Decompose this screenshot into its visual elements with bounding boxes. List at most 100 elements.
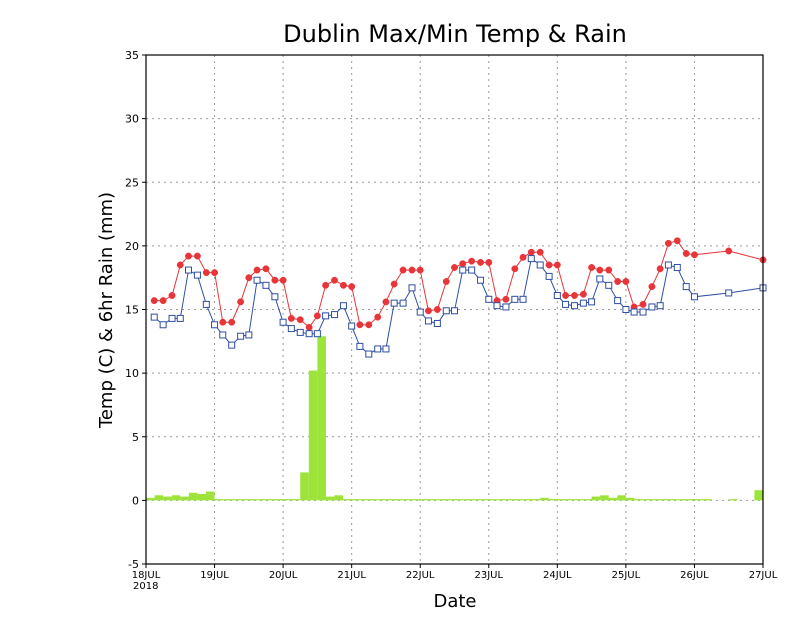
rain-bar (317, 336, 326, 501)
x-tick-label: 24JUL (543, 570, 572, 581)
min-temp-point (690, 293, 698, 301)
rain-bar (540, 497, 549, 501)
rain-bar (146, 497, 155, 501)
rain-bars (146, 336, 763, 501)
y-tick-label: 15 (125, 304, 139, 317)
y-tick-label: 5 (132, 431, 139, 444)
min-temp-point (477, 276, 485, 284)
max-temp-point (356, 321, 364, 329)
min-temp-point (614, 297, 622, 305)
rain-bar (694, 499, 704, 501)
max-temp-point (374, 313, 382, 321)
max-temp-point (485, 258, 493, 266)
rain-bar (360, 499, 369, 501)
min-temp-point (219, 331, 227, 339)
max-temp-point (579, 290, 587, 298)
min-temp-point (527, 255, 535, 263)
min-temp-point (639, 308, 647, 316)
rain-bar (300, 472, 309, 501)
min-temp-point (408, 284, 416, 292)
rain-bar (574, 499, 584, 501)
max-temp-point (271, 276, 279, 284)
max-temp-point (622, 278, 630, 285)
min-temp-point (545, 272, 553, 280)
min-temp-point (262, 281, 270, 289)
min-temp-point (193, 271, 201, 279)
x-tick-label: 19JUL (200, 570, 229, 581)
rain-bar (454, 499, 464, 501)
min-temp-point (622, 306, 630, 313)
min-temp-point (605, 281, 613, 289)
rain-bar (223, 499, 232, 501)
max-temp-point (502, 295, 510, 303)
y-axis-label: Temp (C) & 6hr Rain (mm) (96, 192, 117, 429)
min-temp-point (725, 289, 733, 297)
min-temp-point (150, 313, 158, 321)
min-temp-point (511, 295, 519, 303)
rain-bar (471, 499, 481, 501)
min-temp-point (588, 298, 596, 306)
rain-bar (231, 499, 241, 501)
min-temp-point (382, 345, 390, 353)
max-temp-point (664, 239, 672, 247)
min-temp-point (433, 319, 441, 327)
rain-bar (334, 495, 344, 501)
max-temp-point (433, 306, 441, 313)
max-temp-point (596, 266, 604, 274)
min-temp-point (331, 311, 339, 319)
rain-bar (420, 499, 429, 501)
max-temp-point (477, 258, 485, 266)
y-tick-label: 20 (125, 240, 139, 253)
rain-bar (248, 499, 258, 501)
max-temp-point (605, 266, 613, 274)
min-temp-point (390, 299, 398, 307)
rain-bar (403, 499, 412, 501)
x-tick-label: 22JUL (406, 570, 435, 581)
rain-bar (608, 497, 618, 501)
max-temp-point (459, 260, 467, 268)
min-temp-point (682, 283, 690, 291)
rain-bar (548, 499, 558, 501)
rain-bar (428, 499, 438, 501)
min-temp-point (485, 295, 493, 303)
rain-bar (480, 499, 489, 501)
rain-bar (291, 499, 301, 501)
max-temp-point (648, 283, 656, 291)
rain-bar (368, 499, 378, 501)
min-temp-point (459, 266, 467, 274)
min-temp-point (374, 345, 382, 353)
max-temp-point (253, 266, 261, 274)
rain-bar (728, 499, 738, 501)
max-temp-point (331, 276, 338, 284)
min-temp-point (570, 302, 578, 310)
min-temp-point (424, 317, 432, 325)
rain-bar (171, 495, 181, 501)
min-temp-point (673, 264, 681, 272)
max-temp-point (305, 323, 313, 331)
max-temp-point (536, 248, 544, 256)
rain-bar (531, 499, 541, 501)
min-temp-point (648, 303, 656, 311)
min-temp-point (245, 331, 253, 339)
rain-bar (463, 499, 472, 501)
max-temp-point (562, 292, 570, 299)
min-temp-point (416, 308, 424, 316)
rain-bar (385, 499, 395, 501)
x-tick-label: 18JUL (132, 570, 161, 581)
max-temp-point (408, 266, 416, 274)
max-temp-point (527, 248, 535, 256)
rain-bar (197, 494, 206, 501)
max-temp-point (656, 265, 664, 273)
y-tick-label: 25 (125, 176, 139, 189)
min-temp-point (442, 307, 450, 315)
min-temp-point (211, 321, 219, 329)
min-temp-point (519, 295, 527, 303)
max-temp-point (365, 321, 373, 329)
rain-bar (703, 499, 712, 501)
max-temp-point (725, 247, 733, 255)
rain-bar (660, 499, 669, 501)
min-temp-point (339, 302, 347, 310)
min-temp-point (237, 332, 245, 340)
max-temp-point (571, 292, 578, 299)
min-temp-point (176, 314, 184, 322)
